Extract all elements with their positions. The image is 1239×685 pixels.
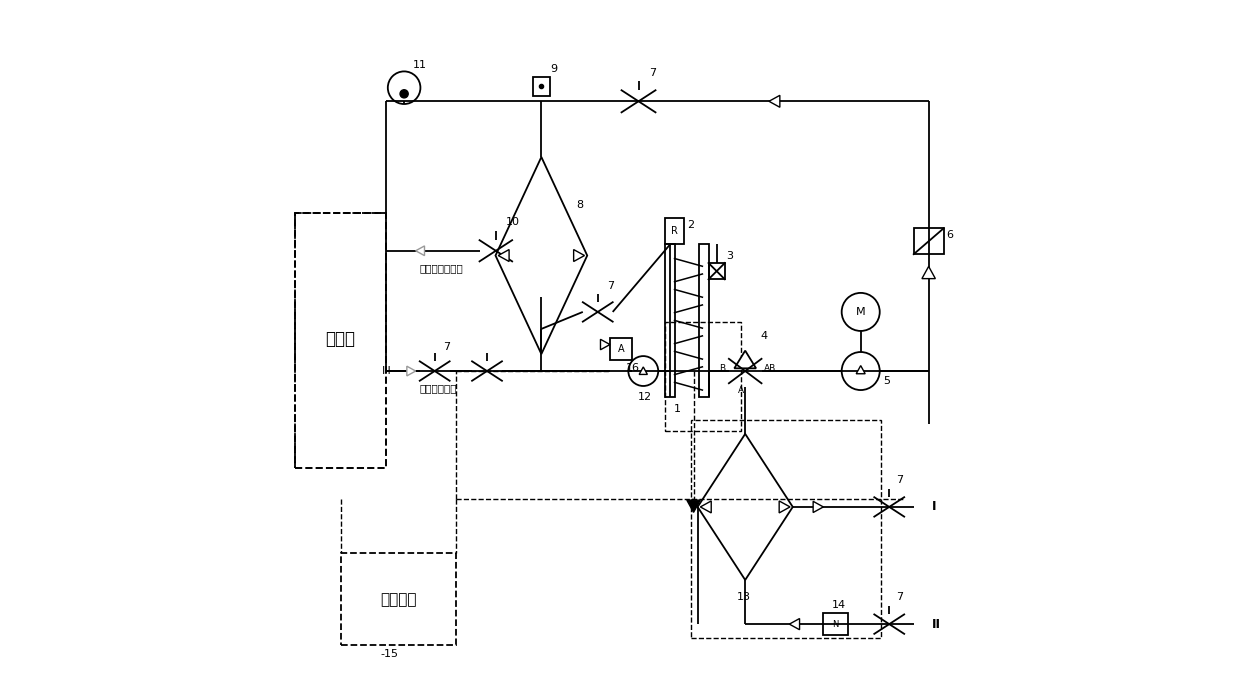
Bar	[913, 228, 944, 254]
Polygon shape	[813, 501, 824, 512]
Text: 8: 8	[576, 199, 584, 210]
Text: 11: 11	[413, 60, 427, 71]
Text: 9: 9	[550, 64, 558, 74]
Bar	[533, 77, 550, 96]
Bar	[709, 263, 725, 279]
Text: M: M	[856, 307, 866, 317]
Text: 5: 5	[883, 375, 890, 386]
Polygon shape	[601, 339, 610, 350]
Polygon shape	[922, 266, 935, 279]
Text: A: A	[617, 345, 624, 354]
Text: 4: 4	[761, 331, 767, 340]
Text: B: B	[719, 364, 725, 373]
Polygon shape	[686, 500, 700, 512]
Text: N: N	[833, 620, 839, 629]
Text: 接增压器出口: 接增压器出口	[419, 383, 456, 393]
Text: 16: 16	[626, 363, 641, 373]
Circle shape	[400, 90, 408, 98]
Text: AB: AB	[764, 364, 777, 373]
Bar	[824, 613, 847, 635]
Text: 接发动机进气口: 接发动机进气口	[419, 263, 463, 273]
Text: 13: 13	[737, 592, 751, 602]
Text: -15: -15	[380, 649, 398, 659]
Text: 7: 7	[607, 281, 615, 291]
Text: R: R	[672, 226, 678, 236]
Polygon shape	[789, 619, 799, 630]
Polygon shape	[498, 249, 509, 262]
Bar	[610, 338, 632, 360]
Polygon shape	[735, 351, 756, 369]
Polygon shape	[769, 95, 779, 108]
Text: 控制单元: 控制单元	[380, 592, 418, 607]
Polygon shape	[415, 246, 425, 256]
Polygon shape	[639, 367, 648, 375]
Text: 12: 12	[638, 392, 652, 402]
Polygon shape	[779, 501, 790, 513]
Text: 1: 1	[674, 404, 681, 414]
Text: 6: 6	[947, 230, 953, 240]
Text: 2: 2	[686, 220, 694, 230]
Text: II: II	[932, 618, 942, 631]
Polygon shape	[700, 501, 711, 513]
Polygon shape	[496, 157, 587, 354]
Text: 7: 7	[896, 475, 903, 485]
Text: 7: 7	[444, 342, 451, 351]
Text: III: III	[382, 366, 392, 376]
Polygon shape	[406, 366, 415, 376]
Text: 14: 14	[831, 600, 845, 610]
Bar	[699, 244, 709, 397]
Text: 7: 7	[896, 592, 903, 602]
Text: 10: 10	[506, 217, 520, 227]
Polygon shape	[574, 249, 585, 262]
Text: 发动机: 发动机	[326, 330, 356, 348]
Bar	[665, 244, 674, 397]
Bar	[665, 218, 684, 244]
Text: I: I	[932, 501, 937, 514]
Text: 7: 7	[649, 68, 657, 78]
Polygon shape	[856, 366, 865, 374]
Polygon shape	[698, 434, 793, 580]
Text: 3: 3	[726, 251, 733, 261]
Text: A: A	[738, 386, 745, 395]
